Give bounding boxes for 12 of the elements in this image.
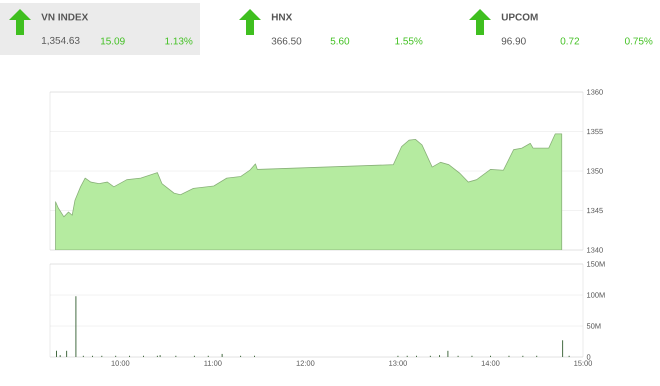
text: 1,354.63 — [42, 36, 80, 46]
text: 1.13% — [165, 37, 192, 45]
text: 0.75% — [624, 37, 652, 45]
text: 96.90 — [502, 37, 526, 45]
text: UPCOM — [502, 13, 538, 21]
text: 0.72 — [560, 37, 580, 45]
text: 366.50 — [272, 37, 302, 45]
text: 1.55% — [395, 37, 422, 44]
text: VN INDEX — [41, 14, 88, 20]
text: 5.60 — [330, 37, 350, 45]
text: 15.09 — [100, 37, 125, 45]
text: HNX — [272, 14, 292, 20]
